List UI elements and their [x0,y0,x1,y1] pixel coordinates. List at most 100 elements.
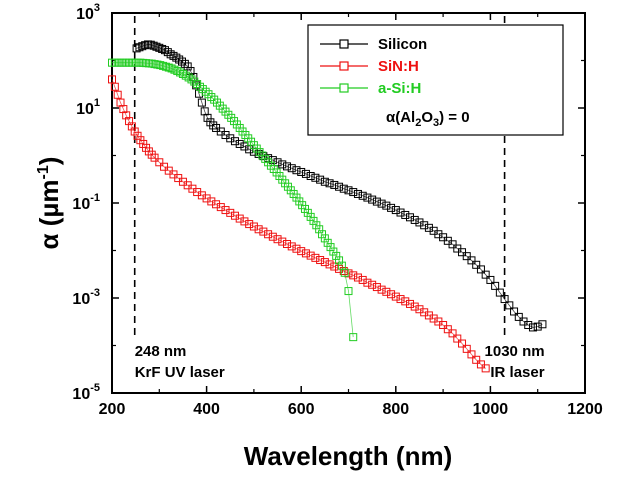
x-tick-label: 1000 [473,401,509,418]
data-point [175,55,184,64]
data-point [268,232,277,241]
data-point [254,225,263,234]
legend-label: Silicon [378,36,427,53]
data-point [320,177,329,186]
data-point [259,227,268,236]
data-point [197,98,206,107]
data-point [481,364,490,373]
data-point [311,173,320,182]
data-point [405,213,414,222]
data-point [306,172,315,181]
y-tick-label: 10-1 [72,192,100,213]
data-point [368,195,377,204]
data-point [396,208,405,217]
data-point [210,95,219,104]
data-point [320,258,329,267]
data-point [268,156,277,165]
legend-marker [339,61,349,71]
data-point [122,111,131,120]
data-point [332,251,341,260]
data-point [249,222,258,231]
data-point [215,101,224,110]
data-point [160,46,169,55]
data-point [358,275,367,284]
data-point [209,121,218,130]
data-point [401,210,410,219]
legend-entry: Silicon [320,36,427,53]
data-point [283,162,292,171]
data-point [306,251,315,260]
data-point [127,122,136,131]
data-point [301,169,310,178]
data-point [178,57,187,66]
legend: Silicon SiN:H a-Si:H α(Al2O3) = 0 [307,24,564,136]
data-point [216,203,225,212]
data-point [149,41,158,50]
data-point [325,179,334,188]
data-point [180,59,189,68]
x-tick-label: 800 [382,401,409,418]
data-point [476,265,485,274]
data-point [245,220,254,229]
data-point [278,237,287,246]
data-point [325,260,334,269]
data-point [491,281,500,290]
legend-box [307,24,564,136]
data-point [340,268,349,277]
data-point [201,87,210,96]
data-point [153,60,162,69]
data-point [349,271,358,280]
y-axis-symbol: α [34,233,64,249]
y-axis-unit-exp: -1 [35,165,52,179]
data-point [329,247,338,256]
data-point [387,290,396,299]
data-point [264,230,273,239]
data-point [226,208,235,217]
data-point [448,240,457,249]
data-point [318,230,327,239]
data-point [316,175,325,184]
data-point [330,180,339,189]
data-point [303,208,312,217]
data-point [212,200,221,209]
data-point [240,142,249,151]
data-point [363,193,372,202]
data-point [283,240,292,249]
data-point [133,131,142,140]
data-point [410,215,419,224]
data-point [368,280,377,289]
data-point [273,235,282,244]
data-point [135,43,144,52]
series-sin-h [108,75,490,373]
data-point [528,323,537,332]
data-point [141,41,150,50]
data-point [287,242,296,251]
data-point [132,44,141,53]
data-point [240,217,249,226]
data-point [150,153,159,162]
legend-entry: a-Si:H [320,80,421,97]
y-axis-close: ) [34,157,64,166]
x-tick-label: 1200 [567,401,603,418]
data-point [230,137,239,146]
annotation-text: 1030 nm [485,343,545,360]
data-point [278,160,287,169]
data-point [183,62,192,71]
data-point [287,164,296,173]
series-a-si-h [108,58,358,342]
data-point [339,184,348,193]
data-point [161,62,170,71]
data-point [110,82,119,91]
data-point [429,314,438,323]
data-point [245,145,254,154]
x-tick-labels: 200 400 600 800 1000 1200 [99,401,603,418]
y-tick-labels: 103 101 10-1 10-3 10-5 [72,2,100,403]
data-point [170,65,179,74]
data-point [524,321,533,330]
data-point [462,252,471,261]
data-point [207,93,216,102]
data-point [453,334,462,343]
y-axis-title: α (µm-1) [34,157,64,250]
series-line [136,43,543,328]
